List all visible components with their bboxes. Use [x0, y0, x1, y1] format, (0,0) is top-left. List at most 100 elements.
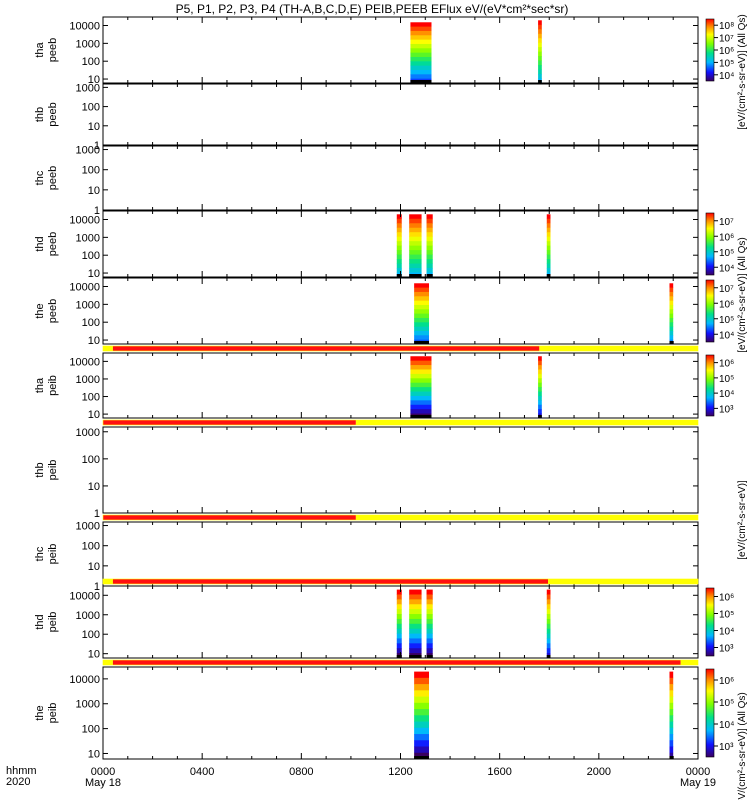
- spectrogram-cell: [414, 326, 430, 332]
- spectrogram-cell: [669, 684, 674, 691]
- spectrogram-cell: [426, 594, 433, 600]
- spectrogram-cell: [409, 609, 422, 615]
- burst-base-mark: [396, 655, 402, 658]
- spectrogram-cell: [414, 300, 430, 306]
- spectrogram-cell: [426, 223, 433, 229]
- spectrogram-cell: [538, 395, 542, 401]
- spectrogram-cell: [426, 589, 433, 595]
- spectrogram-cell: [396, 623, 402, 630]
- y-tick-label: 1000: [76, 145, 100, 157]
- spectrogram-cell: [546, 241, 551, 247]
- spectrogram-cell: [396, 236, 402, 242]
- spectrogram-cell: [409, 648, 422, 654]
- y-tick-label: 10000: [69, 674, 100, 686]
- y-label-species: peeb: [47, 166, 59, 190]
- spectrogram-cell: [414, 721, 430, 729]
- spectrogram-cell: [396, 241, 402, 247]
- spectrogram-cell: [410, 22, 432, 28]
- y-tick-label: 10: [88, 561, 100, 573]
- spectrogram-cell: [426, 218, 433, 224]
- spectrogram-cell: [546, 268, 551, 273]
- colorbar-unit-label: [eV/(cm²-s-sr-eV)]: [737, 480, 748, 560]
- spectrogram-cell: [669, 696, 674, 704]
- colorbar: [705, 354, 715, 417]
- y-label-probe: thc: [34, 170, 46, 185]
- spectrogram-cell: [409, 268, 422, 273]
- y-tick-label: 100: [82, 541, 100, 553]
- spectrogram-cell: [546, 236, 551, 242]
- spectrogram-cell: [414, 690, 430, 697]
- spectrogram-cell: [546, 623, 551, 630]
- spectrogram-cell: [669, 740, 674, 747]
- y-tick-label: 10: [88, 74, 100, 86]
- panel-thb-peeb: 1 10 100 1000 thb peeb: [34, 82, 699, 152]
- spectrogram-cell: [669, 709, 674, 716]
- spectrogram-cell: [669, 300, 674, 306]
- spectrogram-cell: [669, 287, 674, 293]
- spectrogram-cell: [538, 356, 542, 362]
- y-tick-label: 10000: [69, 215, 100, 227]
- panel-tha-peib: 10 100 1000 10000 tha peib 10³ 10⁴ 10⁵ 10⁶: [34, 345, 734, 421]
- mode-bar-segment: [103, 346, 113, 351]
- spectrogram-cell: [396, 604, 402, 610]
- spectrogram-cell: [426, 259, 433, 264]
- spectrogram-cell: [414, 702, 430, 710]
- colorbar-tick-label: 10⁷: [719, 217, 734, 228]
- colorbar: [705, 212, 715, 276]
- spectrogram-cell: [546, 223, 551, 229]
- spectrogram-cell: [669, 335, 674, 341]
- burst-base-mark: [669, 341, 674, 344]
- spectrogram-cell: [538, 47, 542, 53]
- spectrogram-cell: [426, 254, 433, 260]
- y-label-probe: thd: [34, 614, 46, 629]
- y-label-species: peib: [47, 703, 59, 724]
- y-label-species: peib: [47, 612, 59, 633]
- spectrogram-cell: [426, 623, 433, 630]
- y-label-probe: thd: [34, 236, 46, 251]
- spectrogram-cell: [410, 387, 432, 392]
- spectrogram-cell: [396, 218, 402, 224]
- y-tick-label: 10: [88, 121, 100, 133]
- spectrogram-cell: [538, 69, 542, 75]
- spectrogram-cell: [396, 259, 402, 264]
- spectrogram-cell: [538, 409, 542, 414]
- spectrogram-cell: [409, 241, 422, 247]
- panel-thc-peib: 1 10 100 1000 thc peib: [34, 514, 699, 593]
- spectrogram-cell: [669, 322, 674, 328]
- spectrogram-cell: [396, 589, 402, 595]
- spectrogram-cell: [396, 250, 402, 256]
- spectrogram-cell: [410, 369, 432, 375]
- spectrogram-cell: [546, 259, 551, 264]
- spectrogram-cell: [396, 643, 402, 649]
- spectrogram-cell: [538, 38, 542, 44]
- panel-frame: [102, 83, 699, 146]
- mode-bar-outline: [102, 578, 699, 585]
- spectrogram-cell: [396, 618, 402, 625]
- spectrogram-cell: [414, 746, 430, 754]
- spectrogram-cell: [410, 360, 432, 366]
- spectrogram-cell: [426, 609, 433, 615]
- burst-base-mark: [409, 655, 422, 658]
- spectrogram-cell: [546, 633, 551, 639]
- mode-bar-outline: [102, 345, 699, 352]
- colorbar-tick-label: 10⁷: [719, 34, 734, 45]
- spectrogram-cell: [409, 604, 422, 610]
- y-tick-label: 10: [88, 649, 100, 661]
- x-tick-date-label: May 19: [680, 777, 716, 789]
- y-label-probe: thb: [34, 107, 46, 122]
- spectrogram-cell: [409, 236, 422, 242]
- spectrogram-cell: [426, 227, 433, 233]
- spectrogram-cell: [396, 594, 402, 600]
- x-tick-label: 0000: [91, 766, 115, 778]
- spectrogram-cell: [409, 259, 422, 264]
- spectrogram-cell: [410, 378, 432, 384]
- y-tick-label: 10000: [69, 21, 100, 33]
- spectrogram-cell: [414, 283, 430, 289]
- spectrogram-cell: [426, 599, 433, 605]
- burst-base-mark: [669, 756, 674, 759]
- spectrogram-cell: [669, 671, 674, 679]
- spectrogram-cell: [538, 24, 542, 30]
- spectrogram-cell: [546, 589, 551, 595]
- y-tick-label: 1: [94, 140, 100, 152]
